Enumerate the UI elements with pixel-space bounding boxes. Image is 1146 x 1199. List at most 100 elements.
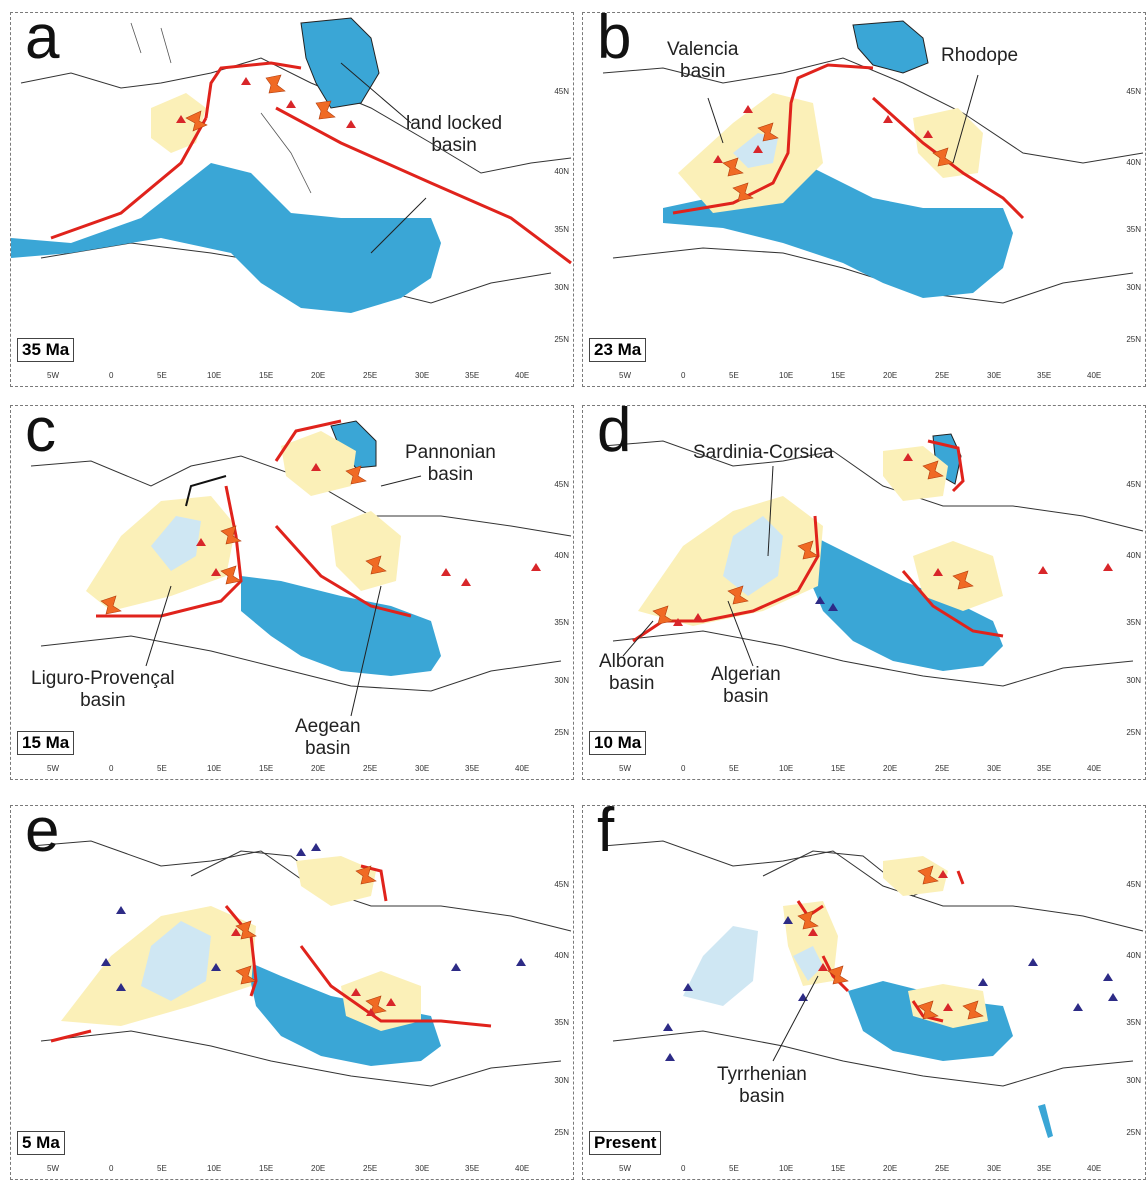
subduction-front [50,905,258,1043]
map-f-svg [602,840,1144,1138]
annotation-pointer [727,600,754,667]
coastline [130,22,312,194]
extension-arrow [722,157,744,177]
lon-label: 15E [259,1164,274,1173]
lon-label: 0 [681,371,686,380]
basin-light [683,926,758,1006]
lat-label: 40N [554,551,569,560]
lon-label: 30E [987,371,1002,380]
lon-label: 40E [1087,371,1102,380]
extension-zone [883,856,948,896]
lat-label: 45N [554,480,569,489]
panel-letter: b [597,12,632,72]
lon-label: 5W [47,764,59,773]
lat-label: 25N [554,728,569,737]
coastline [602,57,1144,164]
age-label: 10 Ma [589,731,647,755]
lon-label: 5W [619,764,631,773]
lon-label: 40E [1087,764,1102,773]
annotation-alboran: Alboran basin [599,651,665,694]
lon-label: 35E [465,371,480,380]
lon-label: 40E [515,1164,530,1173]
lat-label: 45N [1126,880,1141,889]
lat-label: 30N [554,283,569,292]
lat-label: 40N [554,951,569,960]
basin-light [151,516,201,571]
lon-label: 35E [465,764,480,773]
lat-label: 35N [1126,225,1141,234]
extension-arrow [220,565,242,585]
lon-label: 5W [47,1164,59,1173]
map-panel-c: c Pannonian basin Liguro-Provençal basin… [10,405,574,780]
annotation-pointer [952,74,979,164]
sea-basin [241,576,441,676]
age-label: 23 Ma [589,338,647,362]
basin-light [141,921,211,1001]
annotation-pointer [622,620,654,657]
lon-label: 20E [883,371,898,380]
lon-label: 30E [415,764,430,773]
lat-label: 30N [1126,676,1141,685]
panel-letter: e [25,805,60,865]
map-d-svg [602,433,1144,687]
lon-label: 5E [157,371,167,380]
extension-arrow [917,1000,939,1020]
extension-arrow [100,595,122,615]
panel-letter: c [25,405,56,465]
lat-label: 25N [1126,1128,1141,1137]
volcano-marker [231,928,396,1016]
lon-label: 10E [207,764,222,773]
extension-arrow [185,110,208,132]
lat-label: 45N [1126,87,1141,96]
extension-zone [783,901,838,986]
extension-arrow [652,605,674,625]
annotation-pointer [767,465,774,557]
annotation-pointer [145,585,172,667]
lon-label: 25E [363,764,378,773]
extension-zone [341,971,421,1031]
extension-arrow [797,540,819,560]
lon-label: 30E [415,371,430,380]
annotation-pointer [707,97,724,144]
extension-arrow [922,460,944,480]
coastline [602,840,1144,932]
age-label: 35 Ma [17,338,75,362]
extension-arrow [917,865,939,885]
lon-label: 20E [883,1164,898,1173]
panel-letter: f [597,805,615,865]
extension-arrow [797,910,819,930]
coastline [40,1030,562,1087]
lat-label: 35N [554,1018,569,1027]
lon-label: 10E [207,1164,222,1173]
lon-label: 0 [109,371,114,380]
extension-zone [913,108,983,178]
age-label: 15 Ma [17,731,75,755]
subduction-front [871,96,1025,220]
lat-label: 45N [554,87,569,96]
lon-label: 25E [363,371,378,380]
annotation-pointer [340,62,412,124]
lat-label: 30N [554,1076,569,1085]
extension-arrow [732,182,754,202]
lon-label: 20E [311,371,326,380]
lat-label: 40N [1126,158,1141,167]
annotation-land-locked: land locked basin [406,113,503,156]
lon-label: 10E [779,371,794,380]
coastline [40,635,562,692]
extension-arrow [365,555,387,575]
lon-label: 5E [729,371,739,380]
annotation-rhodope: Rhodope [941,45,1019,66]
annotation-pointer [370,197,427,254]
map-panel-e: e 5 Ma 45N 40N 35N 30N 25N 5W 0 5E 10E 1… [10,805,574,1180]
lon-label: 5W [47,371,59,380]
lat-label: 35N [554,618,569,627]
map-e-svg [30,840,572,1087]
lon-label: 10E [779,764,794,773]
lat-label: 35N [1126,618,1141,627]
lat-label: 35N [1126,1018,1141,1027]
annotation-pointer [380,475,422,487]
lon-label: 25E [363,1164,378,1173]
lat-label: 30N [554,676,569,685]
extension-zone [331,511,401,591]
lat-label: 45N [554,880,569,889]
